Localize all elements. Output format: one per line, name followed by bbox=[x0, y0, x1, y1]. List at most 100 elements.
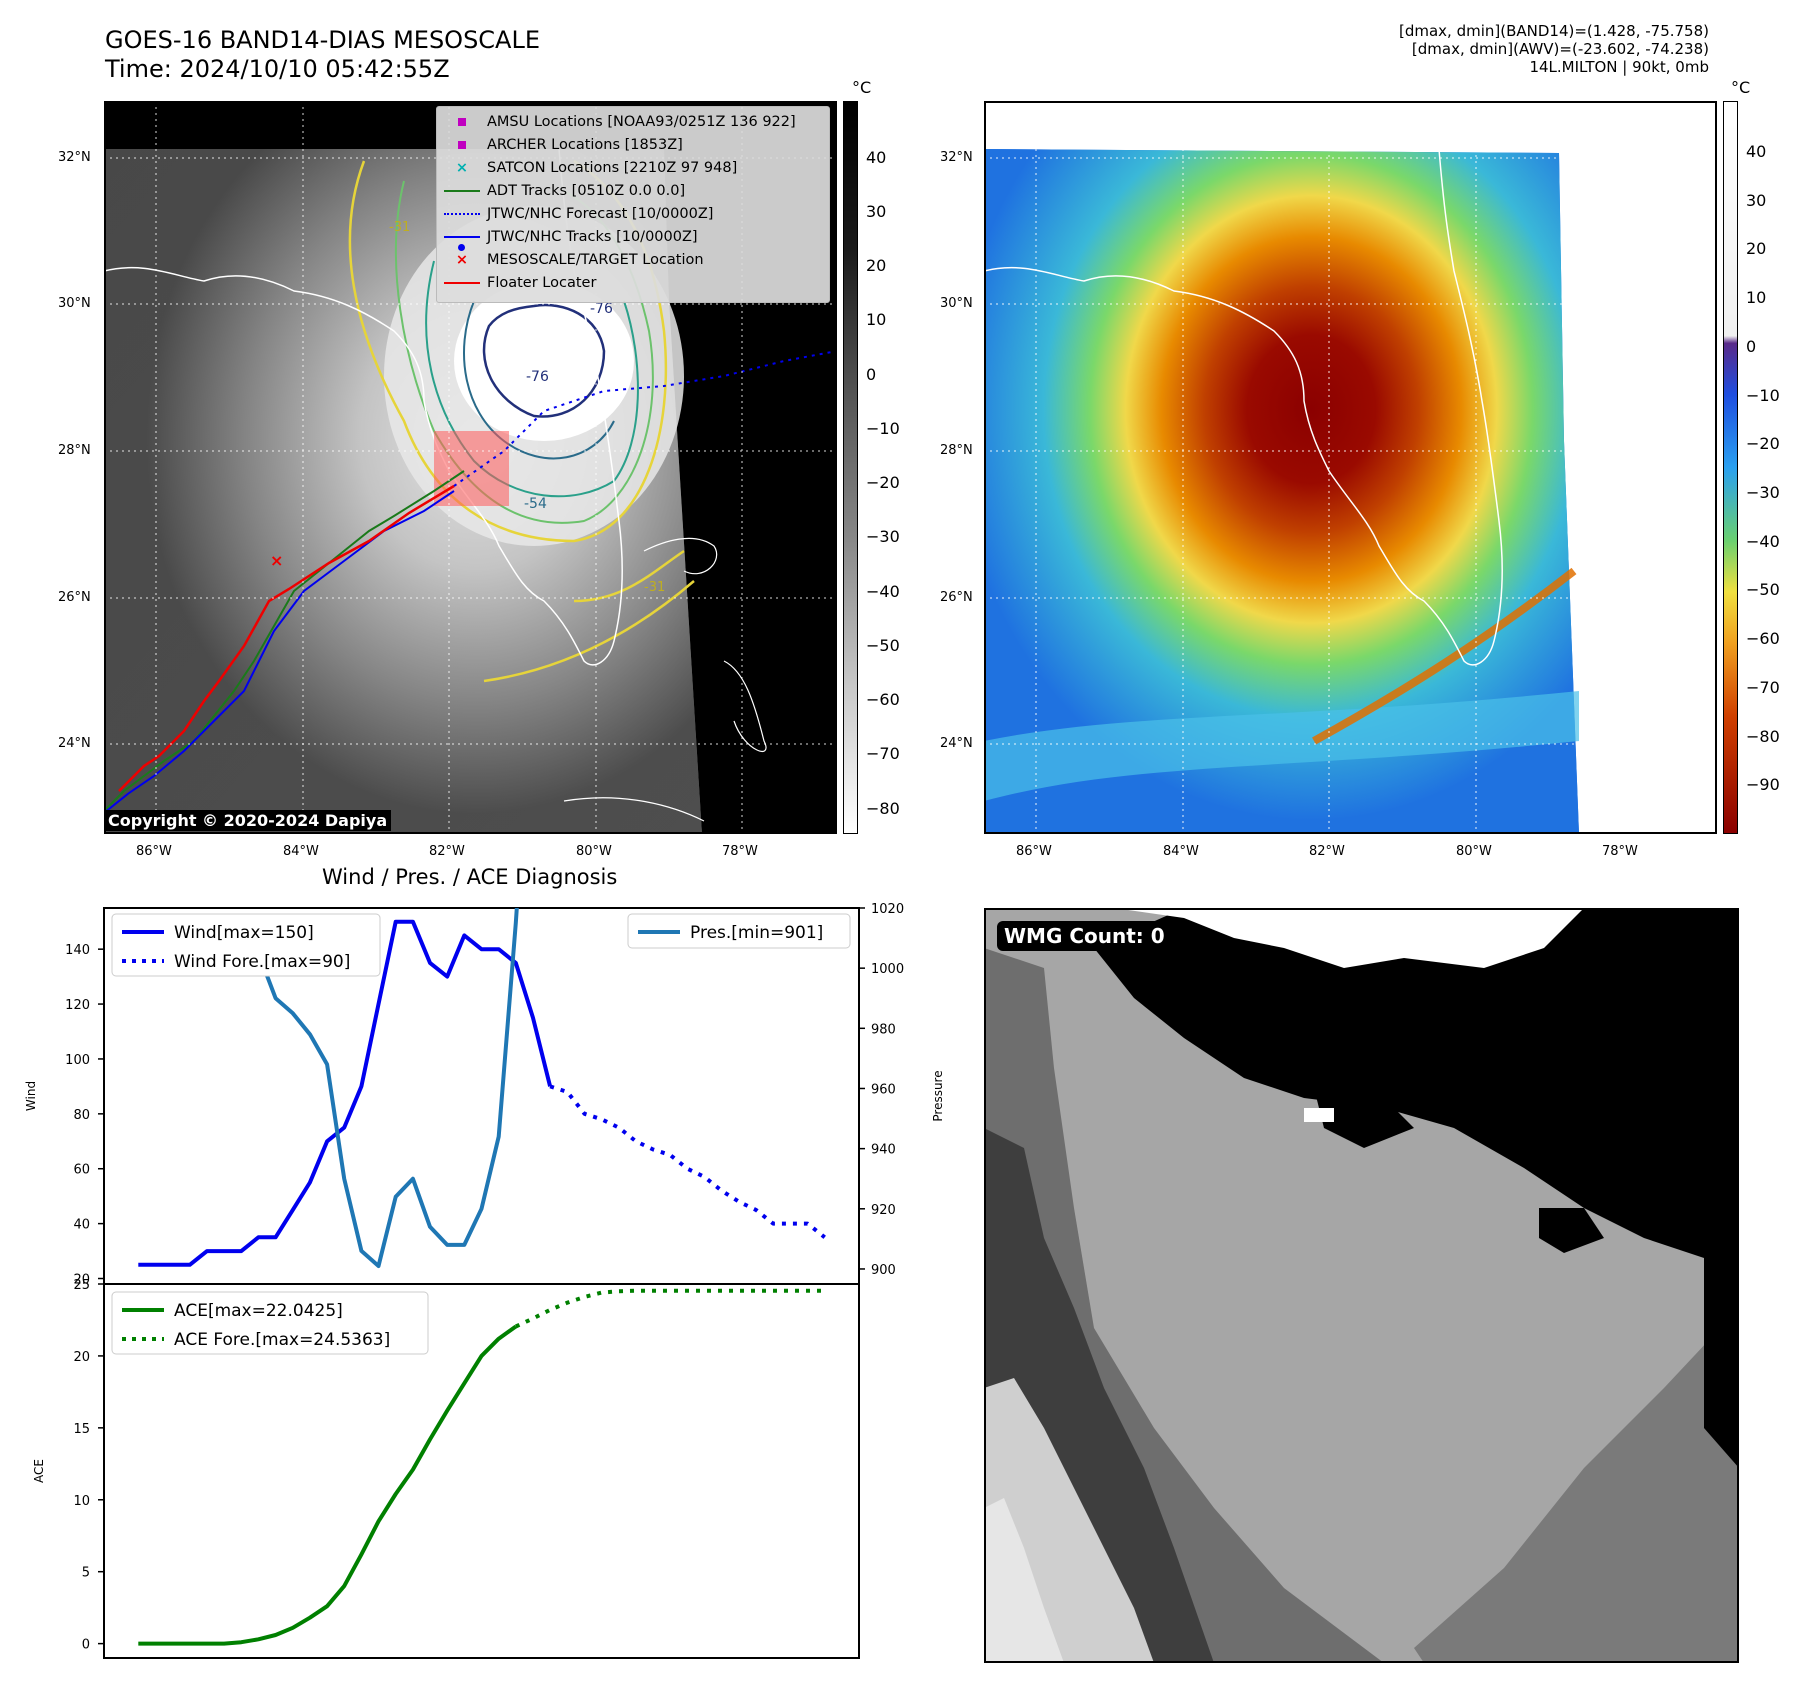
lon-label: 84°W bbox=[283, 844, 319, 859]
meta-storm: 14L.MILTON | 90kt, 0mb bbox=[1529, 58, 1709, 76]
ace-axes-frame bbox=[103, 1283, 860, 1659]
lon-label: 86°W bbox=[136, 844, 172, 859]
wmg-count-badge: WMG Count: 0 bbox=[997, 921, 1172, 951]
pressure-tick-label: 980 bbox=[871, 1022, 896, 1037]
title-product: GOES-16 BAND14-DIAS MESOSCALE bbox=[105, 26, 541, 54]
legend-item-adt: ADT Tracks [0510Z 0.0 0.0] bbox=[437, 179, 829, 202]
meta-awv: [dmax, dmin](AWV)=(-23.602, -74.238) bbox=[1411, 40, 1709, 58]
lon-label: 84°W bbox=[1163, 844, 1199, 859]
wind-forecast-line bbox=[549, 1084, 826, 1239]
lon-label: 82°W bbox=[1309, 844, 1345, 859]
lon-label: 78°W bbox=[722, 844, 758, 859]
wind-tick-label: 100 bbox=[65, 1053, 90, 1068]
line-dot-swatch-icon bbox=[444, 235, 480, 238]
contour-label: -31 bbox=[644, 580, 665, 595]
legend-ace-fore-label: ACE Fore.[max=24.5363] bbox=[174, 1330, 390, 1350]
lat-label: 26°N bbox=[940, 590, 973, 605]
legend-wind-label: Wind[max=150] bbox=[174, 923, 314, 943]
wind-tick-label: 140 bbox=[65, 943, 90, 958]
wind-line bbox=[138, 919, 553, 1267]
ace-tick-label: 15 bbox=[73, 1422, 90, 1437]
legend-wind-fore-label: Wind Fore.[max=90] bbox=[174, 952, 350, 972]
wind-tick-label: 60 bbox=[73, 1163, 90, 1178]
wv-map-frame bbox=[984, 101, 1717, 834]
legend-item-tracks: JTWC/NHC Tracks [10/0000Z] bbox=[437, 225, 829, 251]
diagnosis-series-group bbox=[138, 908, 826, 1646]
legend-item-floater: Floater Locater bbox=[437, 271, 829, 294]
wind-tick-label: 80 bbox=[73, 1108, 90, 1123]
legend-item-archer: ARCHER Locations [1853Z] bbox=[437, 133, 829, 156]
legend-item-forecast: JTWC/NHC Forecast [10/0000Z] bbox=[437, 202, 829, 225]
ace-line bbox=[138, 1324, 517, 1646]
ace-legend: ACE[max=22.0425] ACE Fore.[max=24.5363] bbox=[111, 1291, 429, 1355]
lat-label: 28°N bbox=[940, 443, 973, 458]
legend-item-satcon: × SATCON Locations [2210Z 97 948] bbox=[437, 156, 829, 179]
lon-label: 80°W bbox=[1456, 844, 1492, 859]
lat-label: 32°N bbox=[940, 150, 973, 165]
pressure-axis-label: Pressure bbox=[931, 1070, 945, 1121]
wind-axis-label: Wind bbox=[24, 1081, 38, 1111]
ace-axis-label: ACE bbox=[32, 1459, 46, 1483]
wv-map-svg bbox=[984, 101, 1717, 834]
contour-label: -31 bbox=[389, 220, 410, 235]
lon-label: 80°W bbox=[576, 844, 612, 859]
ace-tick-label: 10 bbox=[73, 1494, 90, 1509]
wind-tick-group: 140 120 100 80 60 40 20 bbox=[65, 943, 104, 1288]
left-colorbar-unit: °C bbox=[852, 78, 872, 97]
figure-title: GOES-16 BAND14-DIAS MESOSCALE Time: 2024… bbox=[105, 26, 540, 84]
legend-pressure-label: Pres.[min=901] bbox=[690, 923, 823, 943]
lat-label: 32°N bbox=[58, 150, 91, 165]
legend-item-amsu: AMSU Locations [NOAA93/0251Z 136 922] bbox=[437, 110, 829, 133]
square-marker-icon bbox=[458, 117, 466, 126]
wind-tick-label: 40 bbox=[73, 1218, 90, 1233]
lat-label: 28°N bbox=[58, 443, 91, 458]
pressure-tick-label: 1000 bbox=[871, 962, 904, 977]
lon-label: 86°W bbox=[1016, 844, 1052, 859]
lat-label: 24°N bbox=[940, 736, 973, 751]
pressure-tick-label: 960 bbox=[871, 1082, 896, 1097]
x-marker-icon: × bbox=[455, 251, 469, 268]
ace-tick-label: 5 bbox=[82, 1566, 90, 1581]
wind-tick-label: 20 bbox=[73, 1273, 90, 1288]
ace-tick-label: 20 bbox=[73, 1350, 90, 1365]
ace-forecast-line bbox=[514, 1288, 825, 1329]
x-marker-icon: × bbox=[455, 159, 469, 176]
wv-map-panel bbox=[984, 101, 1717, 834]
wmg-panel bbox=[984, 908, 1739, 1663]
pressure-tick-label: 940 bbox=[871, 1143, 896, 1158]
pressure-tick-label: 920 bbox=[871, 1203, 896, 1218]
pressure-tick-label: 900 bbox=[871, 1263, 896, 1278]
contour-label: -76 bbox=[526, 369, 549, 385]
wind-tick-label: 120 bbox=[65, 998, 90, 1013]
legend-item-target: × MESOSCALE/TARGET Location bbox=[437, 248, 829, 271]
ace-tick-group: 25 20 15 10 5 0 bbox=[73, 1278, 104, 1653]
lat-label: 26°N bbox=[58, 590, 91, 605]
lon-label: 78°W bbox=[1602, 844, 1638, 859]
lon-label: 82°W bbox=[429, 844, 465, 859]
lat-label: 30°N bbox=[940, 296, 973, 311]
ir-map-frame bbox=[104, 101, 837, 834]
target-marker: × bbox=[270, 551, 283, 570]
diagnosis-title: Wind / Pres. / ACE Diagnosis bbox=[322, 865, 618, 889]
wmg-frame bbox=[984, 908, 1739, 1663]
square-marker-icon bbox=[458, 140, 466, 149]
pressure-tick-group: 1020 1000 980 960 940 920 900 bbox=[859, 902, 904, 1278]
wind-legend: Wind[max=150] Wind Fore.[max=90] bbox=[111, 913, 381, 977]
pressure-tick-label: 1020 bbox=[871, 902, 904, 917]
copyright-label: Copyright © 2020-2024 Dapiya bbox=[104, 810, 392, 831]
pressure-legend: Pres.[min=901] bbox=[627, 913, 851, 949]
contour-label: -54 bbox=[524, 496, 547, 512]
floater-box bbox=[434, 431, 509, 506]
lat-label: 24°N bbox=[58, 736, 91, 751]
right-colorbar-unit: °C bbox=[1731, 78, 1751, 97]
line-swatch-icon bbox=[444, 281, 480, 284]
ace-tick-label: 0 bbox=[82, 1638, 90, 1653]
dotted-swatch-icon bbox=[444, 212, 480, 215]
ace-tick-label: 25 bbox=[73, 1278, 90, 1293]
left-colorbar bbox=[843, 101, 858, 834]
line-swatch-icon bbox=[444, 189, 480, 192]
title-time: Time: 2024/10/10 05:42:55Z bbox=[105, 55, 450, 83]
meta-band14: [dmax, dmin](BAND14)=(1.428, -75.758) bbox=[1398, 22, 1709, 40]
figure-metadata: [dmax, dmin](BAND14)=(1.428, -75.758) [d… bbox=[1109, 22, 1709, 76]
